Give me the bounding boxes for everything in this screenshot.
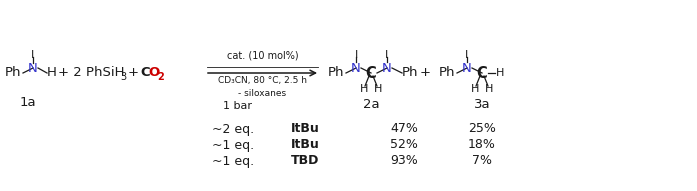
Text: 47%: 47% (390, 122, 418, 135)
Text: I: I (466, 50, 468, 60)
Text: cat. (10 mol%): cat. (10 mol%) (227, 51, 298, 61)
Text: + 2 PhSiH: + 2 PhSiH (58, 66, 125, 79)
Text: ~2 eq.: ~2 eq. (212, 122, 254, 135)
Text: I: I (354, 50, 358, 60)
Text: 1 bar: 1 bar (223, 101, 252, 111)
Text: CD₃CN, 80 °C, 2.5 h: CD₃CN, 80 °C, 2.5 h (218, 77, 307, 86)
Text: Ph: Ph (402, 66, 418, 79)
Text: 25%: 25% (468, 122, 496, 135)
Text: H: H (470, 84, 480, 94)
Text: +: + (420, 66, 431, 79)
Text: N: N (462, 62, 472, 74)
Text: I: I (31, 50, 35, 60)
Text: Ph: Ph (439, 66, 456, 79)
Text: ItBu: ItBu (291, 138, 319, 151)
Text: +: + (128, 66, 144, 79)
Text: Ph: Ph (328, 66, 344, 79)
Text: TBD: TBD (291, 155, 319, 168)
Text: 2: 2 (157, 72, 164, 82)
Text: C: C (366, 66, 376, 80)
Text: 52%: 52% (390, 138, 418, 151)
Text: N: N (351, 62, 361, 74)
Text: O: O (148, 66, 159, 79)
Text: ItBu: ItBu (291, 122, 319, 135)
Text: H: H (496, 68, 505, 78)
Text: 1a: 1a (20, 96, 36, 109)
Text: N: N (382, 62, 392, 74)
Text: - siloxanes: - siloxanes (238, 88, 286, 97)
Text: 3a: 3a (474, 99, 490, 112)
Text: 18%: 18% (468, 138, 496, 151)
Text: H: H (360, 84, 368, 94)
Text: 3: 3 (120, 72, 126, 82)
Text: ~1 eq.: ~1 eq. (212, 138, 254, 151)
Text: H: H (374, 84, 382, 94)
Text: H: H (47, 66, 57, 79)
Text: N: N (28, 62, 38, 74)
Text: Ph: Ph (5, 66, 22, 79)
Text: ~1 eq.: ~1 eq. (212, 155, 254, 168)
Text: 93%: 93% (390, 155, 418, 168)
Text: 7%: 7% (472, 155, 492, 168)
Text: C: C (477, 66, 487, 80)
Text: I: I (385, 50, 389, 60)
Text: 2a: 2a (362, 99, 379, 112)
Text: C: C (140, 66, 150, 79)
Text: H: H (485, 84, 493, 94)
